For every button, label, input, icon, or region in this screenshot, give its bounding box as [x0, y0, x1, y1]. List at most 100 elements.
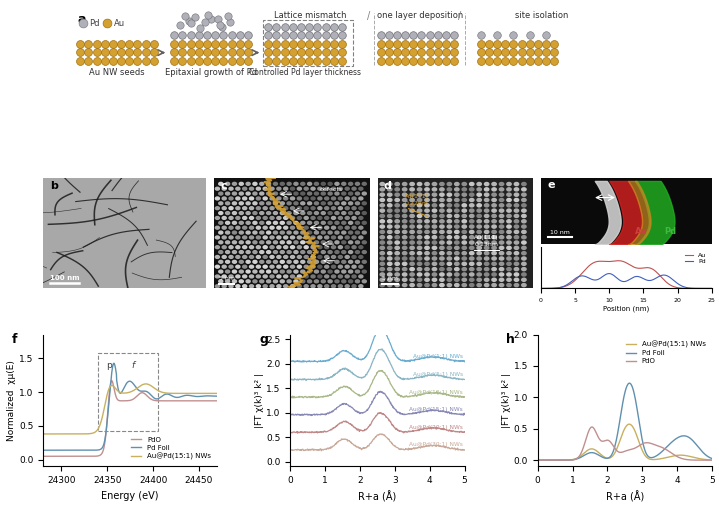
- Circle shape: [447, 214, 452, 218]
- Circle shape: [284, 216, 288, 220]
- Circle shape: [243, 216, 247, 220]
- Circle shape: [294, 261, 298, 263]
- Circle shape: [342, 192, 346, 195]
- Circle shape: [267, 222, 270, 224]
- Circle shape: [335, 250, 339, 254]
- Point: [279, 23, 290, 31]
- Circle shape: [440, 204, 444, 207]
- Point: [107, 48, 119, 56]
- Circle shape: [249, 207, 254, 209]
- Point: [186, 19, 197, 27]
- Circle shape: [260, 202, 264, 205]
- Circle shape: [477, 257, 481, 260]
- Circle shape: [507, 246, 511, 249]
- Au: [642, 265, 651, 271]
- Pd Foil: [70, 447, 78, 453]
- Circle shape: [507, 220, 511, 223]
- Circle shape: [462, 204, 467, 207]
- Point: [549, 56, 560, 64]
- Circle shape: [222, 256, 226, 259]
- Circle shape: [355, 222, 360, 224]
- Point: [99, 48, 111, 56]
- Circle shape: [263, 265, 267, 268]
- Circle shape: [359, 285, 363, 287]
- Circle shape: [304, 275, 308, 278]
- Circle shape: [485, 214, 489, 218]
- PdO: [660, 446, 669, 452]
- Circle shape: [432, 262, 436, 265]
- Point: [483, 40, 495, 48]
- Circle shape: [267, 192, 270, 195]
- Circle shape: [395, 209, 399, 212]
- Circle shape: [325, 275, 329, 278]
- Circle shape: [298, 226, 301, 229]
- Circle shape: [380, 230, 385, 233]
- Circle shape: [359, 207, 363, 209]
- Circle shape: [321, 231, 325, 234]
- Text: f: f: [132, 361, 134, 370]
- Point: [524, 40, 536, 48]
- Circle shape: [507, 188, 511, 191]
- Circle shape: [447, 283, 452, 286]
- Circle shape: [239, 241, 243, 244]
- Point: [516, 40, 527, 48]
- Circle shape: [345, 285, 349, 287]
- Circle shape: [492, 273, 496, 276]
- Pd Foil: [39, 447, 47, 453]
- Circle shape: [236, 265, 240, 268]
- Circle shape: [454, 236, 459, 239]
- Au: [639, 265, 648, 271]
- Circle shape: [388, 246, 392, 249]
- Circle shape: [318, 236, 322, 239]
- Circle shape: [362, 183, 366, 185]
- Circle shape: [388, 262, 392, 265]
- Circle shape: [403, 268, 407, 271]
- Circle shape: [342, 211, 346, 214]
- PdO: [659, 445, 668, 451]
- Circle shape: [492, 283, 496, 286]
- Circle shape: [454, 220, 459, 223]
- Point: [391, 48, 403, 56]
- Circle shape: [273, 211, 278, 214]
- Circle shape: [440, 273, 444, 276]
- Point: [201, 31, 213, 39]
- Circle shape: [355, 280, 360, 283]
- Circle shape: [380, 283, 385, 286]
- Circle shape: [395, 278, 399, 281]
- Circle shape: [287, 202, 291, 205]
- Circle shape: [417, 225, 422, 228]
- Circle shape: [349, 183, 352, 185]
- Circle shape: [432, 283, 436, 286]
- Circle shape: [380, 209, 385, 212]
- Circle shape: [290, 246, 295, 248]
- Circle shape: [522, 193, 526, 196]
- Circle shape: [314, 202, 319, 205]
- Circle shape: [263, 197, 267, 200]
- Point: [516, 48, 527, 56]
- Circle shape: [335, 280, 339, 283]
- Circle shape: [260, 183, 264, 185]
- Circle shape: [432, 183, 436, 186]
- Text: Pd: Pd: [89, 19, 100, 28]
- Circle shape: [477, 188, 481, 191]
- PdO: [644, 440, 652, 446]
- Circle shape: [522, 183, 526, 186]
- Circle shape: [321, 280, 325, 283]
- Point: [432, 56, 444, 64]
- Circle shape: [277, 246, 281, 248]
- Circle shape: [485, 257, 489, 260]
- Circle shape: [447, 204, 452, 207]
- X-axis label: R+a (Å): R+a (Å): [605, 491, 644, 502]
- Point: [194, 24, 206, 32]
- Circle shape: [232, 192, 237, 195]
- Circle shape: [477, 193, 481, 196]
- Circle shape: [395, 236, 399, 239]
- Point: [212, 15, 224, 23]
- Point: [328, 48, 339, 56]
- Circle shape: [311, 187, 315, 190]
- Circle shape: [328, 183, 332, 185]
- Circle shape: [290, 226, 295, 229]
- Circle shape: [216, 236, 219, 239]
- Circle shape: [432, 188, 436, 191]
- Circle shape: [325, 246, 329, 248]
